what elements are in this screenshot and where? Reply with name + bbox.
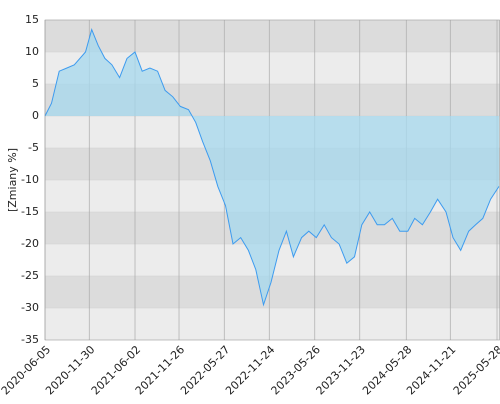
y-tick-label: 0 xyxy=(32,109,39,122)
y-tick-label: 15 xyxy=(25,13,39,26)
x-tick-label: 2025-05-28 xyxy=(451,343,500,397)
grid-band xyxy=(45,276,500,308)
y-tick-label: -10 xyxy=(21,173,39,186)
y-tick-label: -20 xyxy=(21,237,39,250)
y-tick-label: -15 xyxy=(21,205,39,218)
y-tick-label: -25 xyxy=(21,269,39,282)
grid-band xyxy=(45,308,500,340)
y-tick-label: -30 xyxy=(21,301,39,314)
y-tick-label: -5 xyxy=(28,141,39,154)
grid-band xyxy=(45,20,500,52)
y-tick-label: -35 xyxy=(21,333,39,346)
y-tick-label: 5 xyxy=(32,77,39,90)
line xyxy=(44,28,500,307)
y-axis-label: [Zmiany %] xyxy=(6,148,19,212)
area xyxy=(45,29,499,305)
y-tick-label: 10 xyxy=(25,45,39,58)
